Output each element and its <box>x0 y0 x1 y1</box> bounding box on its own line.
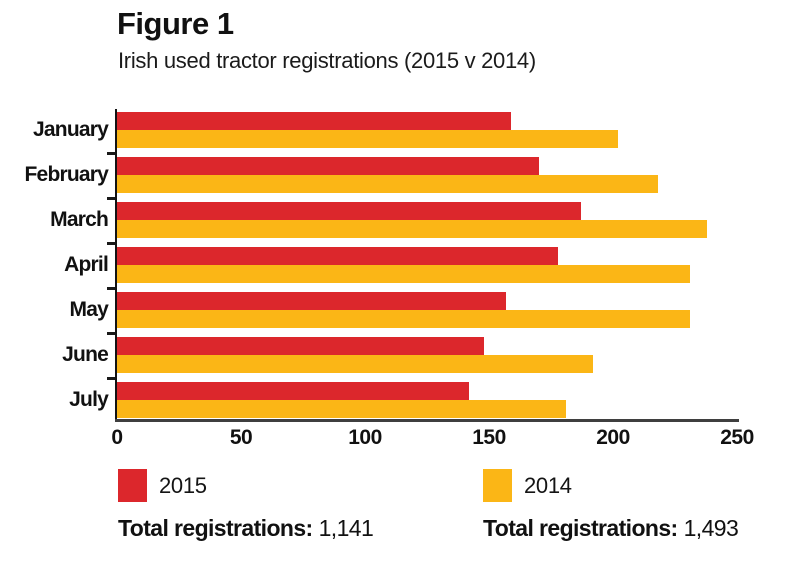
y-axis-tick <box>107 197 115 200</box>
y-label-june: June <box>62 343 109 366</box>
bar-april-2015 <box>117 247 559 265</box>
legend-label-2014: 2014 <box>524 472 572 498</box>
x-tick-label-150: 150 <box>472 426 506 449</box>
bar-march-2015 <box>117 202 581 220</box>
bar-february-2014 <box>117 175 658 193</box>
total-registrations-2015: Total registrations: 1,141 <box>118 515 374 542</box>
legend-label-2015: 2015 <box>159 472 207 498</box>
y-label-april: April <box>64 253 109 276</box>
y-label-july: July <box>69 388 109 411</box>
bar-may-2014 <box>117 310 690 328</box>
x-tick-label-100: 100 <box>348 426 382 449</box>
y-axis-tick <box>107 287 115 290</box>
x-tick-label-50: 50 <box>229 426 253 449</box>
legend-swatch-2014 <box>483 469 512 502</box>
y-axis-tick <box>107 152 115 155</box>
y-label-may: May <box>69 298 109 321</box>
x-tick-label-250: 250 <box>720 426 754 449</box>
bar-march-2014 <box>117 220 708 238</box>
bar-june-2014 <box>117 355 594 373</box>
figure-subtitle: Irish used tractor registrations (2015 v… <box>118 48 536 73</box>
total-registrations-2014: Total registrations: 1,493 <box>483 515 739 542</box>
bar-chart: January February March April May June July 0 50… <box>0 109 790 457</box>
total-label-2014: Total registrations: <box>483 515 678 541</box>
legend-item-2015: 2015 Total registrations: 1,141 <box>118 469 374 542</box>
x-axis-line <box>115 419 739 422</box>
y-axis-tick <box>107 332 115 335</box>
total-value-2015: 1,141 <box>318 515 374 541</box>
legend-swatch-2015 <box>118 469 147 502</box>
total-value-2014: 1,493 <box>683 515 739 541</box>
bar-april-2014 <box>117 265 690 283</box>
figure-label: Figure 1 <box>117 6 234 41</box>
x-tick-label-0: 0 <box>111 426 123 449</box>
y-label-february: February <box>24 163 109 186</box>
bar-june-2015 <box>117 337 485 355</box>
y-label-march: March <box>50 208 109 231</box>
legend-item-2014: 2014 Total registrations: 1,493 <box>483 469 739 542</box>
bar-may-2015 <box>117 292 507 310</box>
y-axis-line <box>115 109 117 420</box>
y-axis-tick <box>107 242 115 245</box>
total-label-2015: Total registrations: <box>118 515 313 541</box>
bar-january-2015 <box>117 112 512 130</box>
bar-february-2015 <box>117 157 539 175</box>
bar-july-2014 <box>117 400 566 418</box>
x-tick-label-200: 200 <box>596 426 630 449</box>
y-axis-tick <box>107 377 115 380</box>
bar-january-2014 <box>117 130 618 148</box>
bar-july-2015 <box>117 382 470 400</box>
y-label-january: January <box>33 118 109 141</box>
